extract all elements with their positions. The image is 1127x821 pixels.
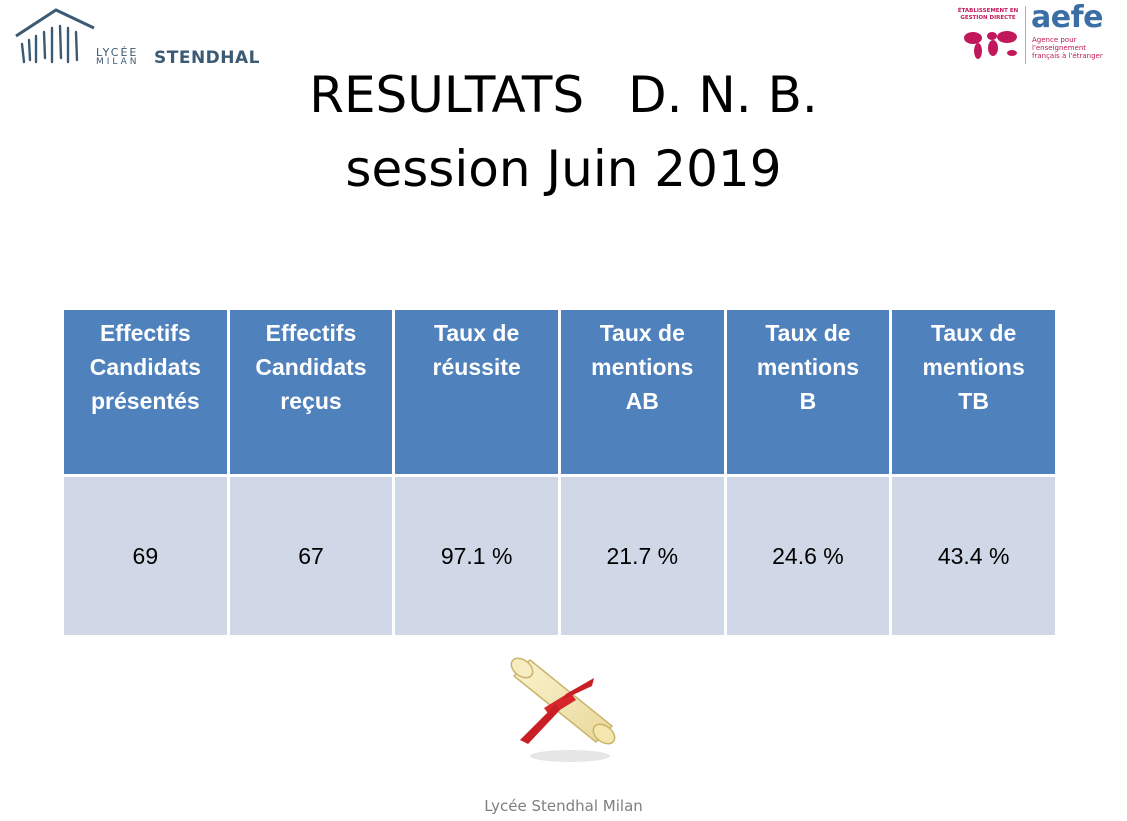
table-row: 69 67 97.1 % 21.7 % 24.6 % 43.4 % <box>61 474 1058 638</box>
logo-stendhal-text: STENDHAL <box>154 48 261 68</box>
header-line: Candidats <box>255 354 367 380</box>
value-cell: 67 <box>226 474 396 638</box>
footer-text: Lycée Stendhal Milan <box>484 797 643 815</box>
value-cell: 21.7 % <box>557 474 727 638</box>
header-line: Taux de <box>434 320 520 346</box>
header-cell: Taux de réussite <box>392 307 561 477</box>
header-cell: Taux de mentions B <box>723 307 893 477</box>
value-cell: 43.4 % <box>889 474 1058 638</box>
header-line: reçus <box>280 388 342 414</box>
title-dnb: D. N. B. <box>628 66 818 124</box>
header-cell: Effectifs Candidats présentés <box>61 307 230 477</box>
value-cell: 69 <box>61 474 230 638</box>
world-map-icon <box>964 31 1017 59</box>
aefe-logo: ÉTABLISSEMENT EN GESTION DIRECTE aefe Ag… <box>955 0 1115 66</box>
building-icon <box>15 8 95 64</box>
lycee-stendhal-logo: LYCÉE MILAN STENDHAL <box>14 6 260 68</box>
diploma-scroll-icon <box>510 657 616 762</box>
title-resultats: RESULTATS <box>309 66 585 124</box>
page-title-line2: session Juin 2019 <box>345 140 782 198</box>
header-line: mentions <box>756 354 860 380</box>
results-table: Effectifs Candidats présentés Effectifs … <box>61 307 1058 638</box>
logo-agence-text: Agence pour l'enseignement français à l'… <box>1032 36 1103 60</box>
header-line: Effectifs <box>99 320 191 346</box>
value-cell: 24.6 % <box>723 474 893 638</box>
logo-milan-text: MILAN <box>96 57 140 67</box>
header-line: mentions <box>922 354 1025 380</box>
header-line: présentés <box>90 388 200 414</box>
header-line: réussite <box>432 354 521 380</box>
logo-lycee-text: LYCÉE <box>96 46 139 59</box>
header-line: TB <box>958 388 989 414</box>
header-line: AB <box>625 388 659 414</box>
header-line: Candidats <box>89 354 201 380</box>
logo-divider <box>1025 6 1026 64</box>
header-line: Taux de <box>599 320 685 346</box>
table-header-row: Effectifs Candidats présentés Effectifs … <box>61 307 1058 477</box>
header-cell: Taux de mentions AB <box>557 307 727 477</box>
header-line: Taux de <box>765 320 851 346</box>
page-title-line1: RESULTATS D. N. B. <box>0 66 1127 124</box>
logo-etab-text: ÉTABLISSEMENT EN GESTION DIRECTE <box>957 8 1019 21</box>
header-cell: Effectifs Candidats reçus <box>226 307 396 477</box>
value-cell: 97.1 % <box>392 474 561 638</box>
header-line: B <box>799 388 817 414</box>
header-cell: Taux de mentions TB <box>889 307 1058 477</box>
header-line: Effectifs <box>265 320 357 346</box>
header-line: mentions <box>591 354 694 380</box>
header-line: Taux de <box>931 320 1017 346</box>
logo-aefe-text: aefe <box>1031 0 1104 35</box>
